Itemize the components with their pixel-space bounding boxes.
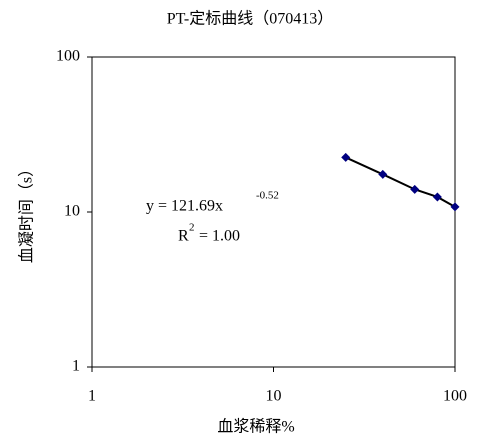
chart-title: PT-定标曲线（070413） (167, 10, 334, 28)
r-squared-value: = 1.00 (195, 228, 240, 245)
y-tick-label: 1 (72, 358, 80, 375)
r-squared-exponent: 2 (189, 222, 195, 234)
y-tick-label: 10 (64, 203, 80, 220)
x-tick-label: 1 (88, 388, 96, 405)
x-tick-label: 100 (443, 388, 467, 405)
y-tick-label: 100 (56, 48, 80, 65)
point (341, 152, 351, 162)
r-squared: R (178, 228, 189, 245)
x-tick-label: 10 (266, 388, 282, 405)
point (432, 192, 442, 202)
x-axis-label: 血浆稀释% (217, 418, 294, 436)
point (450, 202, 460, 212)
equation-exponent: -0.52 (256, 190, 279, 202)
point (410, 184, 420, 194)
equation: y = 121.69x (146, 198, 223, 215)
point (378, 169, 388, 179)
y-axis-label: 血凝时间（s） (18, 161, 36, 263)
